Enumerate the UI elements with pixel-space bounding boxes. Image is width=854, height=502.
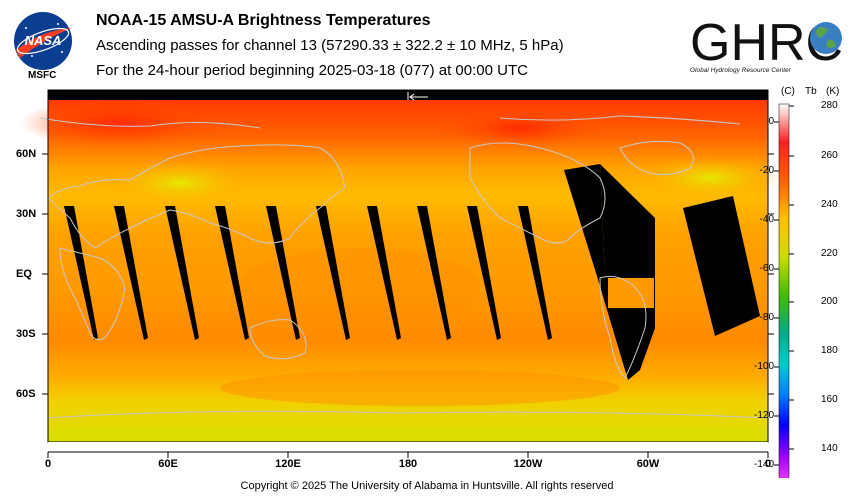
colorbar-kelvin-tick: 260: [821, 150, 838, 161]
colorbar: [778, 103, 790, 478]
page-title: NOAA-15 AMSU-A Brightness Temperatures: [96, 12, 431, 29]
lat-label: 60S: [16, 388, 36, 400]
lat-label: 60N: [16, 148, 37, 160]
colorbar-kelvin-tick: 180: [821, 345, 838, 356]
orbit-gaps: [64, 164, 760, 380]
svg-text:NASA: NASA: [25, 33, 62, 48]
colorbar-celsius-tick: -60: [759, 263, 774, 274]
colorbar-celsius-tick: -20: [759, 165, 774, 176]
colorbar-unit-c: (C): [781, 86, 795, 97]
colorbar-unit-k: (K): [826, 86, 840, 97]
lon-label: 60W: [636, 458, 660, 470]
lat-label: 30S: [16, 328, 36, 340]
lon-label: 0: [764, 458, 772, 470]
colorbar-unit-tb: Tb: [805, 86, 817, 97]
nasa-logo: NASA: [14, 12, 72, 70]
lon-label: 60E: [158, 458, 178, 470]
colorbar-celsius-tick: -40: [759, 214, 774, 225]
lon-label: 120E: [275, 458, 301, 470]
colorbar-kelvin-tick: 140: [821, 443, 838, 454]
colorbar-celsius-tick: -100: [753, 361, 774, 372]
ghrc-logo: GHRC Global Hydrology Resource Center: [690, 14, 843, 74]
colorbar-celsius-tick: -140: [753, 459, 774, 470]
brightness-map: [20, 89, 794, 478]
period-line: For the 24-hour period beginning 2025-03…: [96, 62, 528, 79]
lon-label: 120W: [513, 458, 543, 470]
svg-text:Global Hydrology Resource Cent: Global Hydrology Resource Center: [690, 67, 792, 74]
msfc-label: MSFC: [28, 70, 57, 81]
colorbar-celsius-tick: -80: [759, 312, 774, 323]
lat-label: 30N: [16, 208, 37, 220]
lon-label: 0: [44, 458, 52, 470]
colorbar-celsius-tick: 0: [768, 116, 774, 127]
lon-label: 180: [398, 458, 418, 470]
lat-label: EQ: [16, 268, 32, 280]
colorbar-kelvin-tick: 240: [821, 199, 838, 210]
channel-subtitle: Ascending passes for channel 13 (57290.3…: [96, 37, 564, 54]
colorbar-kelvin-tick: 280: [821, 100, 838, 111]
arrow-icon: [407, 92, 428, 101]
coastlines: [39, 115, 769, 419]
copyright-notice: Copyright © 2025 The University of Alaba…: [240, 480, 614, 492]
colorbar-kelvin-tick: 220: [821, 248, 838, 259]
colorbar-celsius-tick: -120: [753, 410, 774, 421]
colorbar-kelvin-tick: 200: [821, 296, 838, 307]
colorbar-kelvin-tick: 160: [821, 394, 838, 405]
